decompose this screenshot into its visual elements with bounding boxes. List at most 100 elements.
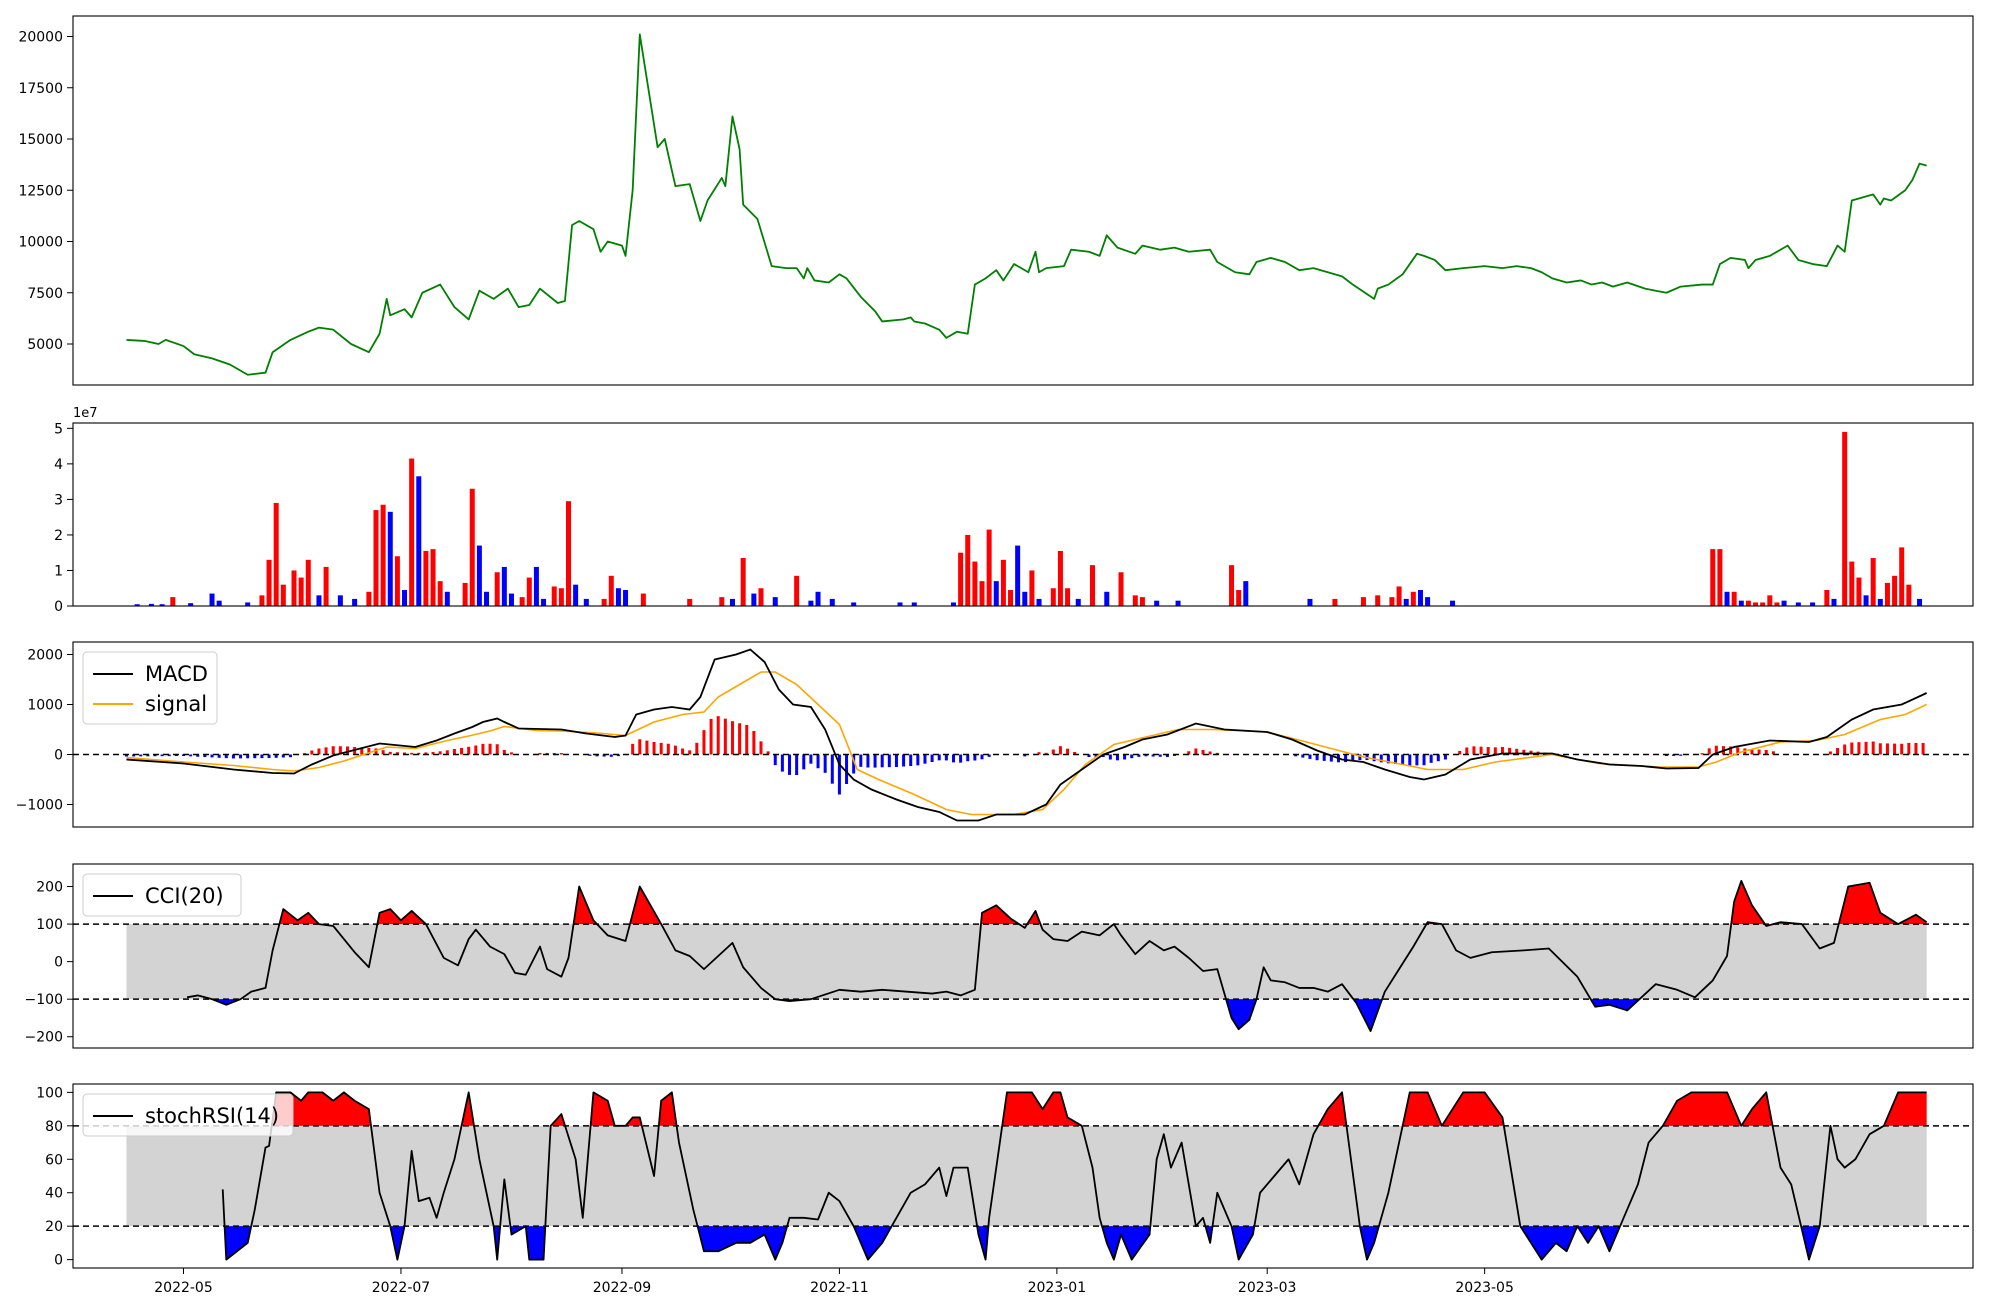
volume-bar: [623, 590, 629, 606]
volume-bar: [352, 598, 358, 606]
volume-bar: [573, 584, 579, 606]
macd-ytick-label: 2000: [27, 648, 63, 664]
volume-panel-frame: [72, 422, 1974, 607]
macd-histogram-bar: [1158, 754, 1162, 757]
cci-ytick-label: 200: [36, 880, 63, 896]
macd-histogram-bar: [1843, 744, 1847, 755]
stochrsi-oversold-fill: [224, 1226, 252, 1260]
x-tick-label: 2022-05: [154, 1280, 213, 1296]
volume-bar: [1760, 602, 1766, 606]
stochrsi-oversold-fill: [853, 1226, 892, 1260]
macd-histogram-bar: [859, 754, 863, 767]
volume-bar: [1810, 602, 1816, 606]
volume-bar: [1849, 561, 1855, 606]
volume-bar: [1917, 598, 1923, 606]
volume-bar: [280, 584, 286, 606]
volume-bar: [911, 602, 917, 606]
volume-ytick-label: 0: [54, 599, 63, 615]
volume-bar: [1360, 597, 1366, 606]
x-axis: 2022-05 2022-07 2022-09 2022-11 2023-01 2023-…: [154, 1268, 1514, 1296]
stochrsi-overbought-fill: [1662, 1092, 1742, 1126]
macd-histogram-bar: [1479, 746, 1483, 755]
macd-histogram-bar: [902, 754, 906, 767]
stochrsi-line: [221, 1091, 1927, 1261]
price-plot: [126, 33, 1927, 376]
macd-histogram-bar: [1308, 754, 1312, 759]
cci-oversold-fill: [1590, 999, 1640, 1011]
volume-bar: [601, 598, 607, 606]
macd-histogram-bar: [1771, 751, 1775, 755]
volume-bar: [1774, 602, 1780, 606]
macd-histogram-bar: [745, 724, 749, 755]
macd-histogram-bar: [552, 752, 556, 755]
macd-histogram-bar: [966, 754, 970, 762]
macd-histogram-bar: [488, 743, 492, 755]
volume-bar: [1781, 600, 1787, 606]
macd-histogram-bar: [909, 754, 913, 766]
macd-histogram-bar: [1358, 754, 1362, 761]
macd-histogram-bar: [1408, 754, 1412, 766]
x-tick-label: 2022-07: [372, 1280, 431, 1296]
volume-bar: [533, 566, 539, 606]
macd-legend-label: MACD: [145, 662, 208, 686]
macd-histogram-bar: [1087, 754, 1091, 757]
volume-bar: [316, 595, 322, 606]
macd-histogram-bar: [288, 754, 292, 758]
price-panel-frame: [72, 15, 1974, 386]
volume-bar: [1065, 588, 1071, 606]
x-tick-label: 2023-01: [1028, 1280, 1087, 1296]
macd-histogram-bar: [1066, 748, 1070, 755]
volume-bar: [1243, 581, 1249, 606]
macd-legend-label: signal: [145, 692, 207, 716]
volume-bar: [1842, 431, 1848, 606]
volume-bar: [1753, 602, 1759, 606]
macd-histogram-bar: [1123, 754, 1127, 760]
volume-bar: [416, 476, 422, 606]
volume-bar: [245, 602, 251, 606]
macd-histogram-bar: [1465, 747, 1469, 755]
volume-bar: [615, 588, 621, 606]
stochrsi-ytick-label: 60: [45, 1152, 63, 1168]
x-tick-label: 2023-03: [1238, 1280, 1297, 1296]
cci-ytick-label: 100: [36, 917, 63, 933]
macd-histogram-bar: [495, 744, 499, 755]
macd-histogram-bar: [509, 752, 513, 755]
cci-ytick-label: −200: [25, 1030, 63, 1046]
macd-histogram-bar: [124, 754, 128, 757]
macd-histogram-bar: [788, 754, 792, 775]
macd-histogram-bar: [1707, 748, 1711, 755]
volume-bar: [808, 600, 814, 606]
macd-histogram-bar: [388, 751, 392, 755]
macd-histogram-bar: [381, 750, 385, 755]
volume-bar: [687, 598, 693, 606]
volume-bar: [1870, 558, 1876, 606]
macd-histogram-bar: [1857, 742, 1861, 755]
volume-bar: [298, 577, 304, 606]
volume-bar: [1717, 549, 1723, 606]
macd-histogram-bar: [246, 754, 250, 759]
macd-histogram-bar: [1094, 754, 1098, 757]
volume-ytick-label: 5: [54, 421, 63, 437]
macd-ytick-label: −1000: [16, 798, 63, 814]
macd-histogram-bar: [431, 752, 435, 755]
stochrsi-overbought-fill: [461, 1092, 475, 1126]
stochrsi-oversold-fill: [1577, 1226, 1599, 1243]
volume-bar: [519, 597, 525, 606]
stochrsi-oversold-fill: [1102, 1226, 1151, 1260]
volume-bar: [387, 511, 393, 606]
stochrsi-ytick-label: 100: [36, 1085, 63, 1101]
macd-histogram-bar: [602, 754, 606, 757]
macd-histogram-bar: [224, 754, 228, 759]
macd-histogram-bar: [1315, 754, 1319, 761]
macd-histogram-bar: [1187, 751, 1191, 755]
macd-histogram-bar: [1344, 754, 1348, 763]
cci-legend: CCI(20): [82, 873, 242, 917]
volume-bar: [1824, 590, 1830, 606]
volume-bar: [1710, 549, 1716, 606]
stochrsi-overbought-fill: [1441, 1092, 1504, 1126]
stochrsi-oversold-fill: [390, 1226, 405, 1260]
macd-histogram-bar: [331, 746, 335, 755]
cci-legend-box: [82, 873, 242, 917]
volume-bar: [188, 603, 194, 606]
cci-y-axis: −200 −100 0 100 200: [25, 880, 73, 1046]
